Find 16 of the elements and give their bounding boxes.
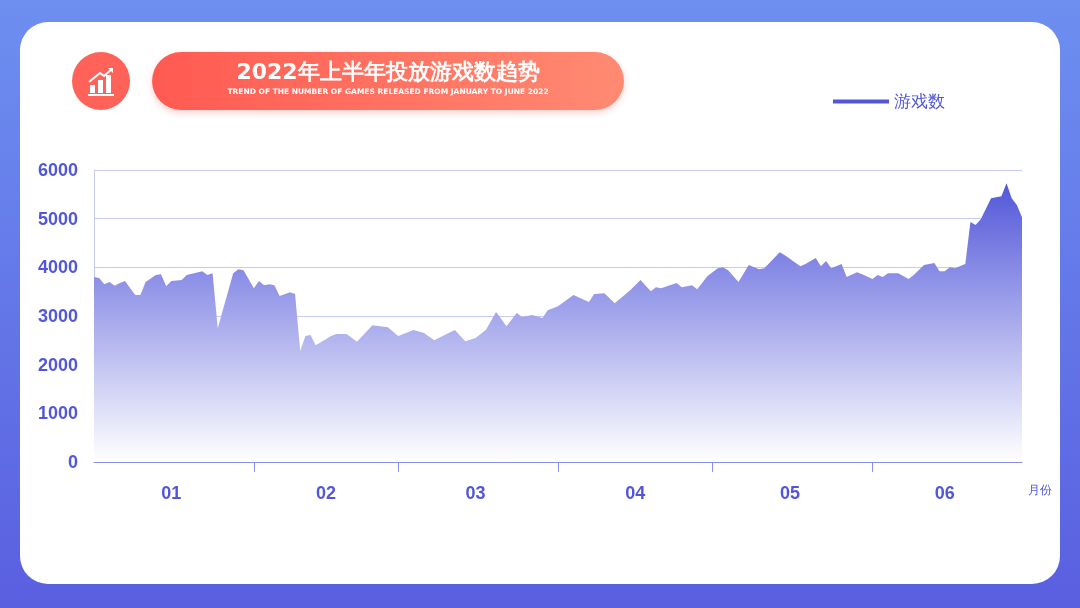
chart-title: 2022年上半年投放游戏数趋势 xyxy=(235,58,541,86)
x-tick-label: 05 xyxy=(779,483,801,503)
x-tick-label: 03 xyxy=(465,483,486,503)
x-tick-label: 01 xyxy=(161,483,182,503)
legend-label: 游戏数 xyxy=(894,92,945,111)
x-tick-label: 02 xyxy=(315,483,337,503)
y-tick-label: 3000 xyxy=(37,306,78,326)
x-tick-label: 06 xyxy=(934,483,955,503)
y-tick-label: 0 xyxy=(67,452,78,472)
y-tick-label: 5000 xyxy=(37,208,78,229)
y-tick-label: 2000 xyxy=(37,354,78,375)
y-tick-label: 1000 xyxy=(37,403,78,424)
x-axis-title: 月份 xyxy=(1028,483,1052,497)
y-tick-label: 6000 xyxy=(37,160,78,180)
x-tick-label: 04 xyxy=(625,483,646,503)
y-tick-label: 4000 xyxy=(37,257,78,278)
